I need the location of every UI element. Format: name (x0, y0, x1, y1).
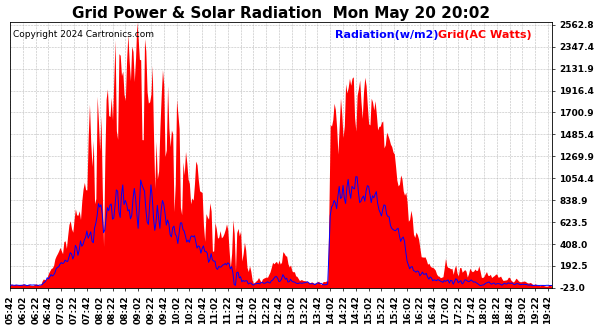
Title: Grid Power & Solar Radiation  Mon May 20 20:02: Grid Power & Solar Radiation Mon May 20 … (72, 6, 490, 20)
Text: Radiation(w/m2): Radiation(w/m2) (335, 30, 439, 40)
Text: Copyright 2024 Cartronics.com: Copyright 2024 Cartronics.com (13, 30, 154, 39)
Text: Grid(AC Watts): Grid(AC Watts) (438, 30, 532, 40)
